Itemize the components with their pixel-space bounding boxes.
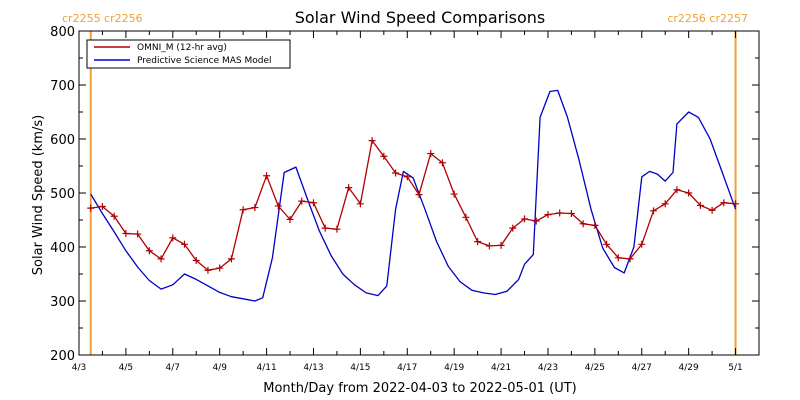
- data-point-omni: [427, 150, 435, 158]
- legend-label-omni: OMNI_M (12-hr avg): [137, 43, 227, 53]
- chart-legend: OMNI_M (12-hr avg) Predictive Science MA…: [86, 39, 291, 69]
- data-point-omni: [157, 255, 165, 263]
- data-point-omni: [286, 215, 294, 223]
- legend-label-mas: Predictive Science MAS Model: [137, 56, 272, 66]
- data-point-omni: [134, 230, 142, 238]
- data-point-omni: [181, 240, 189, 248]
- x-tick-label: 4/25: [585, 363, 605, 373]
- x-tick-label: 4/9: [212, 363, 227, 373]
- data-point-omni: [567, 210, 575, 218]
- data-point-omni: [380, 152, 388, 160]
- chart-title: Solar Wind Speed Comparisons: [295, 8, 546, 27]
- data-point-omni: [251, 204, 259, 212]
- data-point-omni: [368, 137, 376, 145]
- x-tick-label: 4/29: [679, 363, 699, 373]
- data-point-omni: [216, 264, 224, 272]
- data-point-omni: [579, 220, 587, 228]
- series-layer: [87, 89, 740, 302]
- data-point-omni: [614, 254, 622, 262]
- y-tick-label: 200: [50, 349, 75, 364]
- data-point-omni: [626, 255, 634, 263]
- data-point-omni: [145, 247, 153, 255]
- y-tick-label: 400: [50, 241, 75, 256]
- data-point-omni: [521, 215, 529, 223]
- data-point-omni: [556, 209, 564, 217]
- carrington-markers: cr2255 cr2256 cr2256 cr2257: [62, 12, 748, 355]
- y-axis-label: Solar Wind Speed (km/s): [31, 115, 46, 275]
- y-tick-label: 700: [50, 79, 75, 94]
- data-point-omni: [98, 203, 106, 210]
- x-tick-label: 4/7: [166, 363, 180, 373]
- axis-layer: 200 300 400 500 600 700 800 4/3 4/5 4/7 4/9 4/11 4/1…: [50, 25, 759, 373]
- x-tick-label: 4/15: [350, 363, 370, 373]
- data-point-omni: [321, 224, 329, 232]
- data-point-omni: [87, 204, 95, 212]
- x-tick-label: 4/3: [72, 363, 86, 373]
- data-point-omni: [696, 201, 704, 209]
- data-point-omni: [169, 234, 177, 242]
- data-point-omni: [532, 217, 540, 225]
- data-point-omni: [603, 240, 611, 248]
- data-point-omni: [333, 225, 341, 233]
- data-point-omni: [462, 213, 470, 221]
- x-axis-label: Month/Day from 2022-04-03 to 2022-05-01 …: [263, 381, 576, 396]
- series-line-mas: [90, 89, 737, 302]
- x-tick-label: 4/11: [256, 363, 276, 373]
- y-tick-label: 800: [50, 25, 75, 40]
- carrington-marker-label: cr2256 cr2257: [667, 12, 748, 25]
- data-point-omni: [732, 200, 740, 208]
- y-tick-label: 300: [50, 295, 75, 310]
- data-point-omni: [720, 199, 728, 207]
- data-point-omni: [485, 242, 493, 250]
- data-point-omni: [544, 211, 552, 219]
- data-point-omni: [356, 200, 364, 208]
- data-point-omni: [192, 257, 200, 264]
- data-point-omni: [239, 206, 247, 214]
- data-point-omni: [661, 200, 669, 208]
- data-point-omni: [263, 172, 271, 180]
- data-point-omni: [403, 173, 411, 181]
- y-tick-label: 500: [50, 187, 75, 202]
- data-point-omni: [685, 189, 693, 197]
- data-point-omni: [450, 190, 458, 198]
- carrington-marker-label: cr2255 cr2256: [62, 12, 143, 25]
- data-point-omni: [438, 159, 446, 167]
- x-tick-label: 4/23: [538, 363, 558, 373]
- x-tick-label: 4/27: [632, 363, 652, 373]
- data-point-omni: [649, 207, 657, 215]
- data-point-omni: [309, 199, 317, 207]
- data-point-omni: [509, 224, 517, 232]
- data-point-omni: [227, 255, 235, 263]
- y-tick-label: 600: [50, 133, 75, 148]
- data-point-omni: [415, 191, 423, 199]
- data-point-omni: [204, 266, 212, 274]
- data-point-omni: [274, 202, 282, 210]
- x-tick-label: 4/13: [303, 363, 323, 373]
- data-point-omni: [591, 221, 599, 229]
- x-tick-label: 4/5: [119, 363, 133, 373]
- data-point-omni: [298, 197, 306, 205]
- data-point-omni: [673, 186, 681, 194]
- data-point-omni: [392, 169, 400, 177]
- data-point-omni: [122, 230, 130, 237]
- x-tick-label: 4/21: [491, 363, 511, 373]
- x-tick-label: 4/19: [444, 363, 464, 373]
- legend-box: [86, 39, 291, 69]
- data-point-omni: [110, 212, 118, 220]
- data-point-omni: [708, 206, 716, 214]
- x-tick-label: 5/1: [728, 363, 742, 373]
- x-tick-label: 4/17: [397, 363, 417, 373]
- data-point-omni: [638, 240, 646, 248]
- data-point-omni: [474, 238, 482, 246]
- data-point-omni: [345, 184, 353, 192]
- data-point-omni: [497, 241, 505, 249]
